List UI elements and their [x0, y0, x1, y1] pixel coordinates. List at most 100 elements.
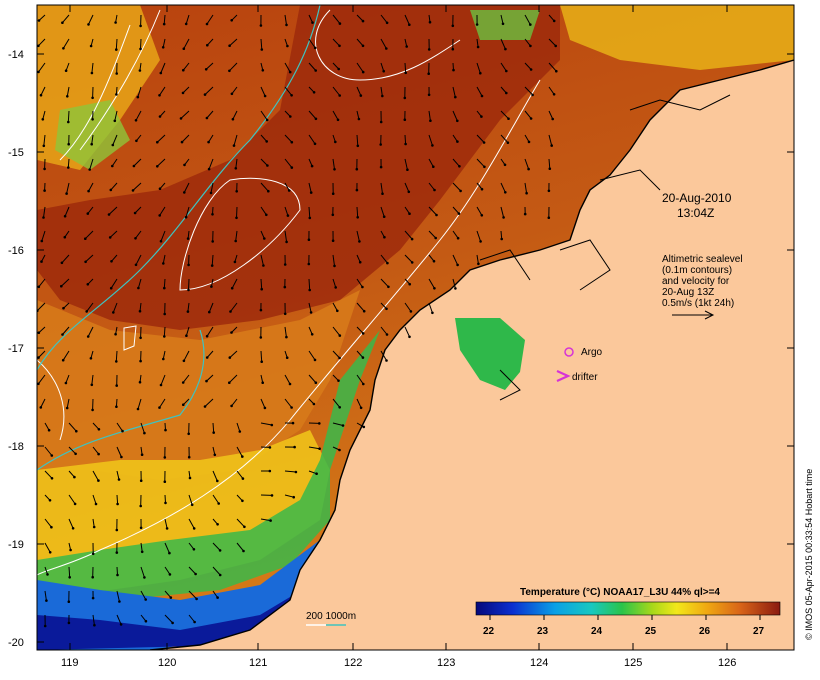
- velocity-arrow: [428, 206, 437, 216]
- velocity-arrow-head: [381, 94, 384, 98]
- velocity-arrow: [524, 86, 533, 96]
- velocity-arrow: [428, 158, 434, 167]
- velocity-arrow-head: [205, 22, 209, 26]
- velocity-arrow-head: [188, 476, 192, 480]
- velocity-arrow-head: [207, 140, 210, 144]
- velocity-arrow: [208, 302, 214, 313]
- velocity-arrow: [116, 566, 118, 576]
- velocity-arrow: [188, 614, 195, 623]
- velocity-arrow-head: [290, 166, 294, 169]
- velocity-arrow: [132, 182, 142, 191]
- velocity-arrow: [308, 38, 316, 49]
- velocity-arrow-head: [555, 69, 558, 73]
- velocity-arrow-head: [45, 599, 48, 602]
- velocity-arrow-head: [184, 22, 188, 26]
- velocity-arrow: [404, 14, 410, 25]
- velocity-arrow-head: [548, 167, 552, 170]
- velocity-arrow-head: [180, 140, 184, 144]
- velocity-arrow: [380, 254, 388, 264]
- velocity-arrow: [91, 62, 94, 74]
- velocity-arrow-head: [89, 357, 93, 360]
- velocity-arrow-head: [270, 494, 274, 497]
- velocity-arrow: [356, 374, 364, 385]
- velocity-arrow: [210, 182, 214, 193]
- velocity-arrow-head: [119, 623, 123, 626]
- velocity-arrow: [92, 614, 95, 626]
- colorbar-title: Temperature (°C) NOAA17_L3U 44% ql>=4: [520, 587, 720, 598]
- velocity-arrow-head: [182, 359, 186, 363]
- velocity-arrow: [332, 374, 339, 382]
- velocity-arrow-head: [75, 429, 78, 433]
- velocity-arrow: [260, 422, 272, 426]
- scale-arrow-head: [704, 310, 715, 320]
- velocity-arrow: [356, 62, 364, 73]
- velocity-arrow: [404, 182, 410, 192]
- velocity-arrow-head: [139, 359, 142, 363]
- velocity-arrow-head: [114, 21, 117, 24]
- velocity-arrow-head: [50, 525, 53, 529]
- velocity-arrow: [164, 494, 166, 503]
- velocity-arrow: [67, 110, 70, 123]
- velocity-arrow: [428, 302, 433, 313]
- velocity-arrow-head: [159, 239, 163, 243]
- date-label: 20-Aug-2010: [662, 191, 732, 205]
- velocity-arrow-head: [50, 454, 54, 457]
- velocity-arrow-head: [283, 263, 287, 266]
- velocity-arrow: [212, 566, 221, 576]
- velocity-arrow: [156, 134, 166, 143]
- velocity-arrow-head: [74, 452, 77, 456]
- velocity-arrow-head: [42, 216, 45, 219]
- velocity-arrow-head: [310, 164, 314, 168]
- velocity-arrow-head: [290, 406, 293, 409]
- velocity-arrow-head: [135, 139, 138, 143]
- velocity-arrow-head: [337, 379, 340, 383]
- velocity-arrow-head: [156, 140, 159, 144]
- green-water-zone: [37, 330, 380, 600]
- velocity-arrow-head: [383, 235, 386, 239]
- velocity-arrow: [452, 206, 460, 214]
- velocity-arrow-head: [211, 213, 214, 216]
- velocity-arrow-head: [407, 190, 411, 194]
- velocity-arrow: [452, 278, 456, 289]
- velocity-arrow-head: [501, 22, 505, 26]
- velocity-arrow-head: [265, 213, 268, 217]
- velocity-arrow: [500, 206, 505, 218]
- velocity-arrow-head: [97, 479, 100, 482]
- velocity-arrow-head: [529, 23, 532, 26]
- velocity-arrow: [284, 398, 292, 408]
- velocity-arrow-head: [211, 240, 214, 243]
- velocity-arrow-head: [187, 288, 190, 292]
- velocity-arrow: [308, 278, 311, 291]
- velocity-arrow: [476, 182, 483, 190]
- velocity-arrow-head: [144, 598, 147, 601]
- velocity-arrow-head: [182, 403, 185, 407]
- colorbar-tick: 26: [699, 626, 711, 637]
- velocity-arrow: [160, 374, 166, 386]
- velocity-arrow: [68, 518, 74, 529]
- velocity-arrow-head: [529, 68, 533, 71]
- velocity-arrow-head: [162, 262, 165, 265]
- velocity-arrow: [260, 254, 264, 266]
- velocity-arrow-head: [73, 475, 76, 479]
- velocity-arrow-head: [290, 94, 293, 97]
- velocity-arrow: [112, 134, 118, 146]
- velocity-arrow-head: [503, 163, 507, 167]
- sealevel-contours: [37, 9, 541, 576]
- velocity-arrow: [44, 566, 48, 575]
- velocity-arrow: [164, 518, 168, 529]
- velocity-arrow: [182, 374, 190, 383]
- velocity-arrow-head: [406, 168, 409, 171]
- velocity-arrow: [204, 398, 214, 407]
- lat-label: -20: [8, 637, 24, 649]
- velocity-arrow-head: [480, 187, 484, 191]
- velocity-arrow: [380, 326, 388, 335]
- velocity-arrow: [284, 230, 288, 242]
- velocity-arrow: [162, 254, 166, 264]
- velocity-arrow-head: [408, 212, 411, 215]
- velocity-arrow-head: [382, 215, 386, 218]
- velocity-arrow: [284, 14, 287, 25]
- velocity-arrow-head: [62, 47, 65, 50]
- velocity-arrow-head: [159, 71, 163, 75]
- velocity-arrow-head: [139, 47, 142, 51]
- velocity-arrow: [111, 254, 118, 262]
